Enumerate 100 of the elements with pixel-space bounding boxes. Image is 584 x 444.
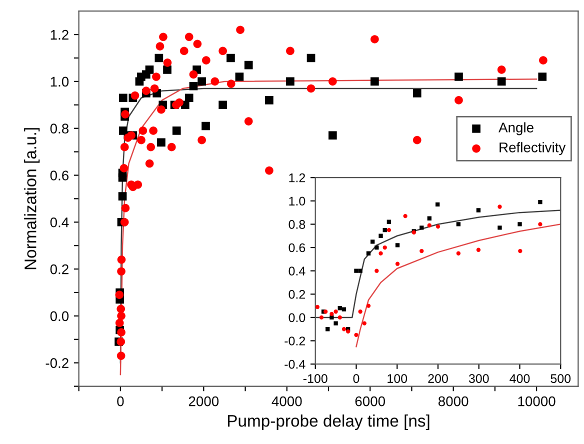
x-tick-label: 300 (468, 374, 489, 383)
point (138, 126, 148, 135)
y-tick-label: -0.4 (284, 360, 306, 369)
y-tick-label: 1.2 (50, 30, 68, 40)
point (218, 46, 227, 56)
point (210, 77, 220, 86)
point (395, 262, 400, 266)
point (265, 96, 274, 104)
point (338, 315, 342, 320)
point (539, 56, 548, 65)
point (198, 77, 206, 86)
x-tick-label: 0 (117, 396, 124, 406)
point (538, 222, 542, 226)
point (198, 136, 206, 144)
point (370, 77, 379, 86)
point (167, 142, 176, 152)
point (142, 86, 150, 95)
point (378, 251, 383, 256)
point (476, 248, 481, 252)
point (244, 117, 253, 126)
line-series (315, 210, 561, 318)
y-tick-label: 0.4 (50, 217, 69, 228)
point (286, 46, 294, 56)
x-tick-label: -100 (303, 374, 328, 383)
point (374, 268, 379, 273)
y-tick-label: 1.0 (50, 76, 69, 87)
point (456, 251, 461, 256)
point (117, 255, 126, 264)
point (454, 72, 463, 81)
point (265, 166, 274, 175)
legend-label: Reflectivity (500, 142, 566, 156)
x-tick-label: 400 (510, 374, 530, 383)
point (189, 82, 198, 90)
point (226, 54, 235, 62)
point (121, 110, 130, 118)
point (121, 204, 130, 212)
point (180, 46, 188, 56)
point (366, 251, 371, 256)
point (184, 94, 194, 102)
x-tick-label: 100 (388, 374, 408, 383)
y-tick-label: 0.6 (50, 170, 69, 180)
y-tick-label: 1.2 (289, 173, 306, 182)
point (120, 164, 128, 172)
point (538, 72, 547, 81)
y-tick-label: 1.0 (289, 196, 306, 206)
y-axis-title: Normalization [a.u.] (24, 128, 40, 270)
point (115, 318, 124, 328)
point (146, 142, 155, 152)
point (427, 223, 432, 228)
point (328, 131, 337, 140)
x-tick-label: 0 (353, 374, 360, 383)
point (117, 312, 126, 320)
point (163, 66, 172, 74)
x-tick-label: 500 (550, 374, 571, 383)
point (244, 60, 253, 70)
point (538, 200, 542, 204)
point (362, 321, 366, 326)
y-tick-label: -0.2 (284, 336, 306, 346)
point (395, 243, 400, 248)
point (117, 328, 126, 337)
point (330, 312, 334, 316)
point (163, 58, 172, 67)
point (226, 80, 236, 88)
point (374, 245, 379, 250)
point (498, 226, 502, 230)
point (382, 245, 387, 250)
point (202, 56, 210, 65)
point (184, 32, 194, 42)
point (436, 224, 440, 229)
point (354, 332, 358, 338)
point (386, 220, 392, 224)
point (358, 268, 362, 273)
point (218, 100, 227, 110)
point (497, 66, 506, 74)
point (326, 327, 330, 332)
point (342, 327, 346, 332)
point (116, 304, 126, 314)
point (427, 216, 432, 220)
y-tick-label: 0.2 (288, 290, 306, 299)
point (382, 228, 387, 232)
point (152, 72, 160, 81)
point (118, 94, 128, 102)
point (286, 77, 294, 86)
point (154, 54, 164, 62)
point (145, 66, 154, 74)
point (150, 84, 159, 93)
y-tick-label: 0.4 (288, 266, 306, 276)
point (189, 70, 198, 79)
point (235, 72, 244, 81)
point (386, 228, 392, 232)
point (156, 42, 164, 50)
point (346, 329, 350, 334)
line-series (356, 224, 561, 348)
point (412, 136, 422, 144)
point (412, 89, 422, 98)
point (145, 159, 154, 168)
point (454, 96, 463, 104)
point (159, 32, 168, 42)
y-tick-label: 0.2 (50, 264, 68, 274)
point (476, 208, 481, 212)
